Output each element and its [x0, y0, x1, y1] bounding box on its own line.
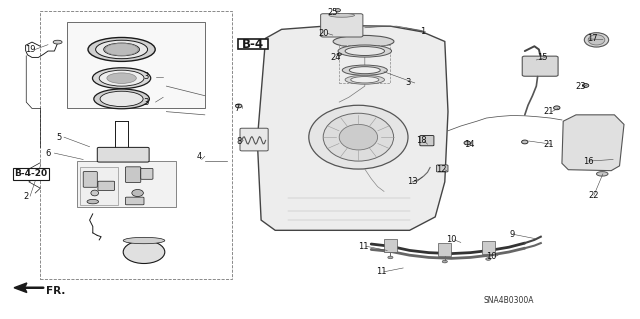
Ellipse shape [88, 38, 155, 62]
FancyBboxPatch shape [83, 172, 97, 187]
Text: 3: 3 [143, 98, 148, 107]
Ellipse shape [99, 70, 144, 86]
Ellipse shape [100, 91, 143, 107]
Ellipse shape [95, 40, 148, 59]
Text: B-4: B-4 [242, 38, 264, 50]
FancyBboxPatch shape [240, 128, 268, 151]
Ellipse shape [522, 140, 528, 144]
Ellipse shape [335, 9, 340, 12]
FancyBboxPatch shape [141, 168, 153, 179]
Polygon shape [257, 26, 448, 230]
Text: SNA4B0300A: SNA4B0300A [484, 296, 534, 305]
Text: 12: 12 [436, 165, 447, 174]
Ellipse shape [323, 113, 394, 161]
Text: 24: 24 [331, 53, 341, 62]
FancyBboxPatch shape [98, 181, 115, 190]
Ellipse shape [337, 53, 342, 56]
Ellipse shape [107, 73, 136, 84]
Ellipse shape [338, 45, 392, 57]
Text: 7: 7 [234, 104, 239, 113]
Text: 14: 14 [464, 140, 474, 149]
Ellipse shape [123, 241, 165, 263]
Text: 1: 1 [420, 27, 425, 36]
Ellipse shape [53, 40, 62, 44]
Text: 20: 20 [318, 29, 328, 38]
Ellipse shape [345, 75, 385, 84]
Ellipse shape [309, 105, 408, 169]
Ellipse shape [596, 172, 608, 176]
Text: 3: 3 [406, 78, 411, 87]
Text: 15: 15 [538, 53, 548, 62]
Text: 9: 9 [509, 230, 515, 239]
Ellipse shape [351, 77, 379, 83]
Ellipse shape [105, 43, 138, 56]
Ellipse shape [442, 260, 447, 263]
FancyBboxPatch shape [436, 165, 448, 172]
Ellipse shape [349, 67, 380, 74]
Text: 16: 16 [584, 157, 594, 166]
Text: B-4-20: B-4-20 [14, 169, 47, 178]
Text: 17: 17 [587, 34, 597, 43]
Text: 18: 18 [416, 137, 426, 145]
Ellipse shape [123, 237, 165, 244]
FancyBboxPatch shape [67, 22, 205, 108]
FancyBboxPatch shape [238, 39, 268, 49]
Text: 8: 8 [236, 137, 241, 146]
FancyBboxPatch shape [321, 14, 363, 37]
Ellipse shape [582, 84, 589, 87]
Text: 13: 13 [408, 177, 418, 186]
FancyBboxPatch shape [438, 243, 451, 256]
Ellipse shape [388, 256, 393, 259]
Text: 11: 11 [376, 267, 387, 276]
FancyBboxPatch shape [384, 239, 397, 252]
Text: 10: 10 [486, 252, 497, 261]
FancyBboxPatch shape [125, 167, 141, 182]
Ellipse shape [339, 124, 378, 150]
Text: 3: 3 [143, 72, 148, 81]
Ellipse shape [94, 89, 149, 109]
Ellipse shape [104, 43, 140, 56]
Polygon shape [14, 283, 27, 293]
Ellipse shape [333, 35, 394, 48]
Text: 22: 22 [588, 191, 598, 200]
Ellipse shape [92, 68, 151, 89]
Ellipse shape [554, 106, 560, 110]
Text: 23: 23 [576, 82, 586, 91]
Ellipse shape [342, 65, 387, 75]
Ellipse shape [91, 190, 99, 196]
Ellipse shape [588, 35, 605, 45]
Text: 5: 5 [56, 133, 61, 142]
Ellipse shape [132, 189, 143, 197]
FancyBboxPatch shape [80, 167, 118, 205]
Text: 2: 2 [23, 192, 28, 201]
Text: 4: 4 [197, 152, 202, 161]
FancyBboxPatch shape [125, 197, 144, 205]
Polygon shape [562, 115, 624, 171]
Text: 21: 21 [544, 140, 554, 149]
Ellipse shape [329, 13, 355, 17]
Ellipse shape [584, 33, 609, 47]
Ellipse shape [345, 47, 385, 56]
FancyBboxPatch shape [420, 136, 434, 146]
Text: 10: 10 [447, 235, 457, 244]
FancyBboxPatch shape [77, 161, 176, 207]
Text: 21: 21 [544, 107, 554, 116]
FancyBboxPatch shape [97, 147, 149, 162]
Ellipse shape [464, 141, 470, 145]
FancyBboxPatch shape [522, 56, 558, 76]
Text: 25: 25 [328, 8, 338, 17]
Text: 19: 19 [26, 45, 36, 54]
Text: 11: 11 [358, 242, 369, 251]
FancyBboxPatch shape [482, 241, 495, 254]
Ellipse shape [87, 199, 99, 204]
Text: FR.: FR. [46, 286, 65, 296]
Ellipse shape [486, 258, 491, 260]
Text: 6: 6 [45, 149, 51, 158]
Ellipse shape [236, 104, 242, 108]
